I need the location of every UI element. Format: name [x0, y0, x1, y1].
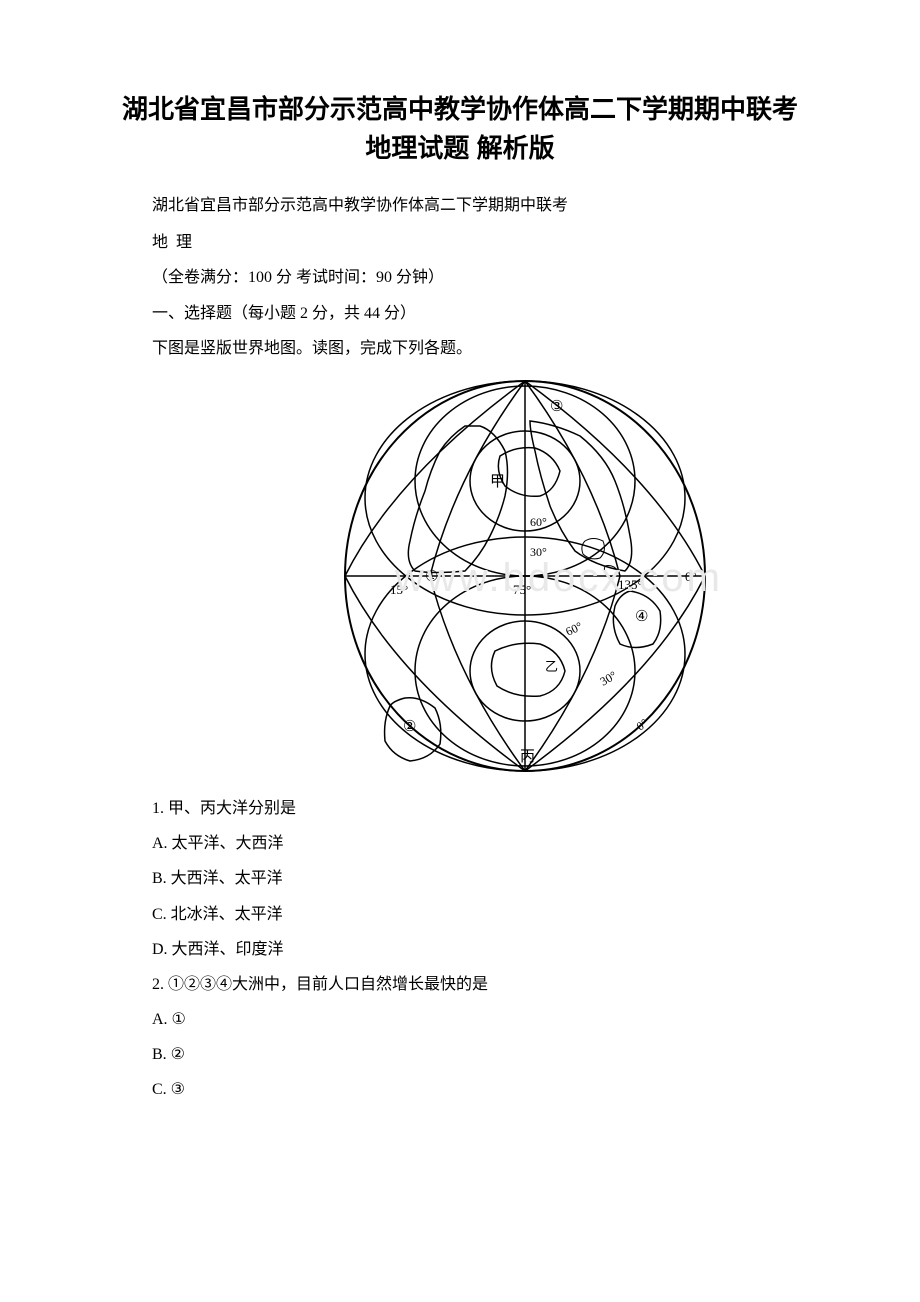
q2-option-a: A. ①	[120, 1002, 800, 1037]
svg-text:135°: 135°	[618, 577, 643, 592]
svg-text:甲: 甲	[490, 474, 505, 490]
svg-text:30°: 30°	[530, 545, 547, 559]
instruction-text: 下图是竖版世界地图。读图，完成下列各题。	[120, 331, 800, 366]
svg-text:④: ④	[635, 609, 648, 625]
q1-option-b: B. 大西洋、太平洋	[120, 861, 800, 896]
svg-text:15°: 15°	[390, 582, 408, 597]
svg-text:①: ①	[425, 569, 438, 585]
question-1: 1. 甲、丙大洋分别是	[120, 791, 800, 826]
svg-text:60°: 60°	[563, 619, 584, 639]
q1-option-a: A. 太平洋、大西洋	[120, 826, 800, 861]
section-header: 一、选择题（每小题 2 分，共 44 分）	[120, 296, 800, 331]
exam-info: （全卷满分：100 分 考试时间：90 分钟）	[120, 260, 800, 295]
document-title: 湖北省宜昌市部分示范高中教学协作体高二下学期期中联考地理试题 解析版	[120, 90, 800, 168]
question-2: 2. ①②③④大洲中，目前人口自然增长最快的是	[120, 967, 800, 1002]
svg-text:60°: 60°	[530, 515, 547, 529]
q1-option-c: C. 北冰洋、太平洋	[120, 897, 800, 932]
subject-text: 地 理	[120, 225, 800, 260]
world-map-figure: 甲 丙 乙 ① ② ③ ④ 15° 75° 135° 0° 30° 60° 60…	[335, 376, 715, 776]
svg-text:丙: 丙	[520, 749, 535, 765]
svg-text:②: ②	[403, 719, 416, 735]
subtitle-text: 湖北省宜昌市部分示范高中教学协作体高二下学期期中联考	[120, 188, 800, 223]
svg-text:③: ③	[550, 399, 563, 415]
figure-container: www.bdocx.com	[250, 376, 800, 781]
q1-option-d: D. 大西洋、印度洋	[120, 932, 800, 967]
svg-text:0°: 0°	[685, 569, 697, 584]
svg-text:乙: 乙	[545, 659, 558, 674]
q2-option-c: C. ③	[120, 1072, 800, 1107]
svg-text:75°: 75°	[513, 582, 531, 597]
q2-option-b: B. ②	[120, 1037, 800, 1072]
svg-text:30°: 30°	[598, 668, 620, 689]
